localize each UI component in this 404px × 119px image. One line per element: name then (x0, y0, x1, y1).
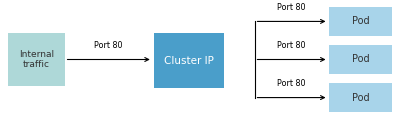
FancyBboxPatch shape (329, 7, 392, 36)
FancyBboxPatch shape (154, 33, 224, 88)
Text: Port 80: Port 80 (278, 41, 306, 50)
FancyBboxPatch shape (329, 45, 392, 74)
FancyBboxPatch shape (329, 83, 392, 112)
Text: Internal
traffic: Internal traffic (19, 50, 54, 69)
Text: Port 80: Port 80 (95, 41, 123, 50)
Text: Port 80: Port 80 (278, 3, 306, 12)
Text: Cluster IP: Cluster IP (164, 56, 214, 66)
Text: Port 80: Port 80 (278, 79, 306, 88)
Text: Pod: Pod (352, 16, 369, 26)
FancyBboxPatch shape (8, 33, 65, 86)
Text: Pod: Pod (352, 55, 369, 64)
Text: Pod: Pod (352, 93, 369, 103)
